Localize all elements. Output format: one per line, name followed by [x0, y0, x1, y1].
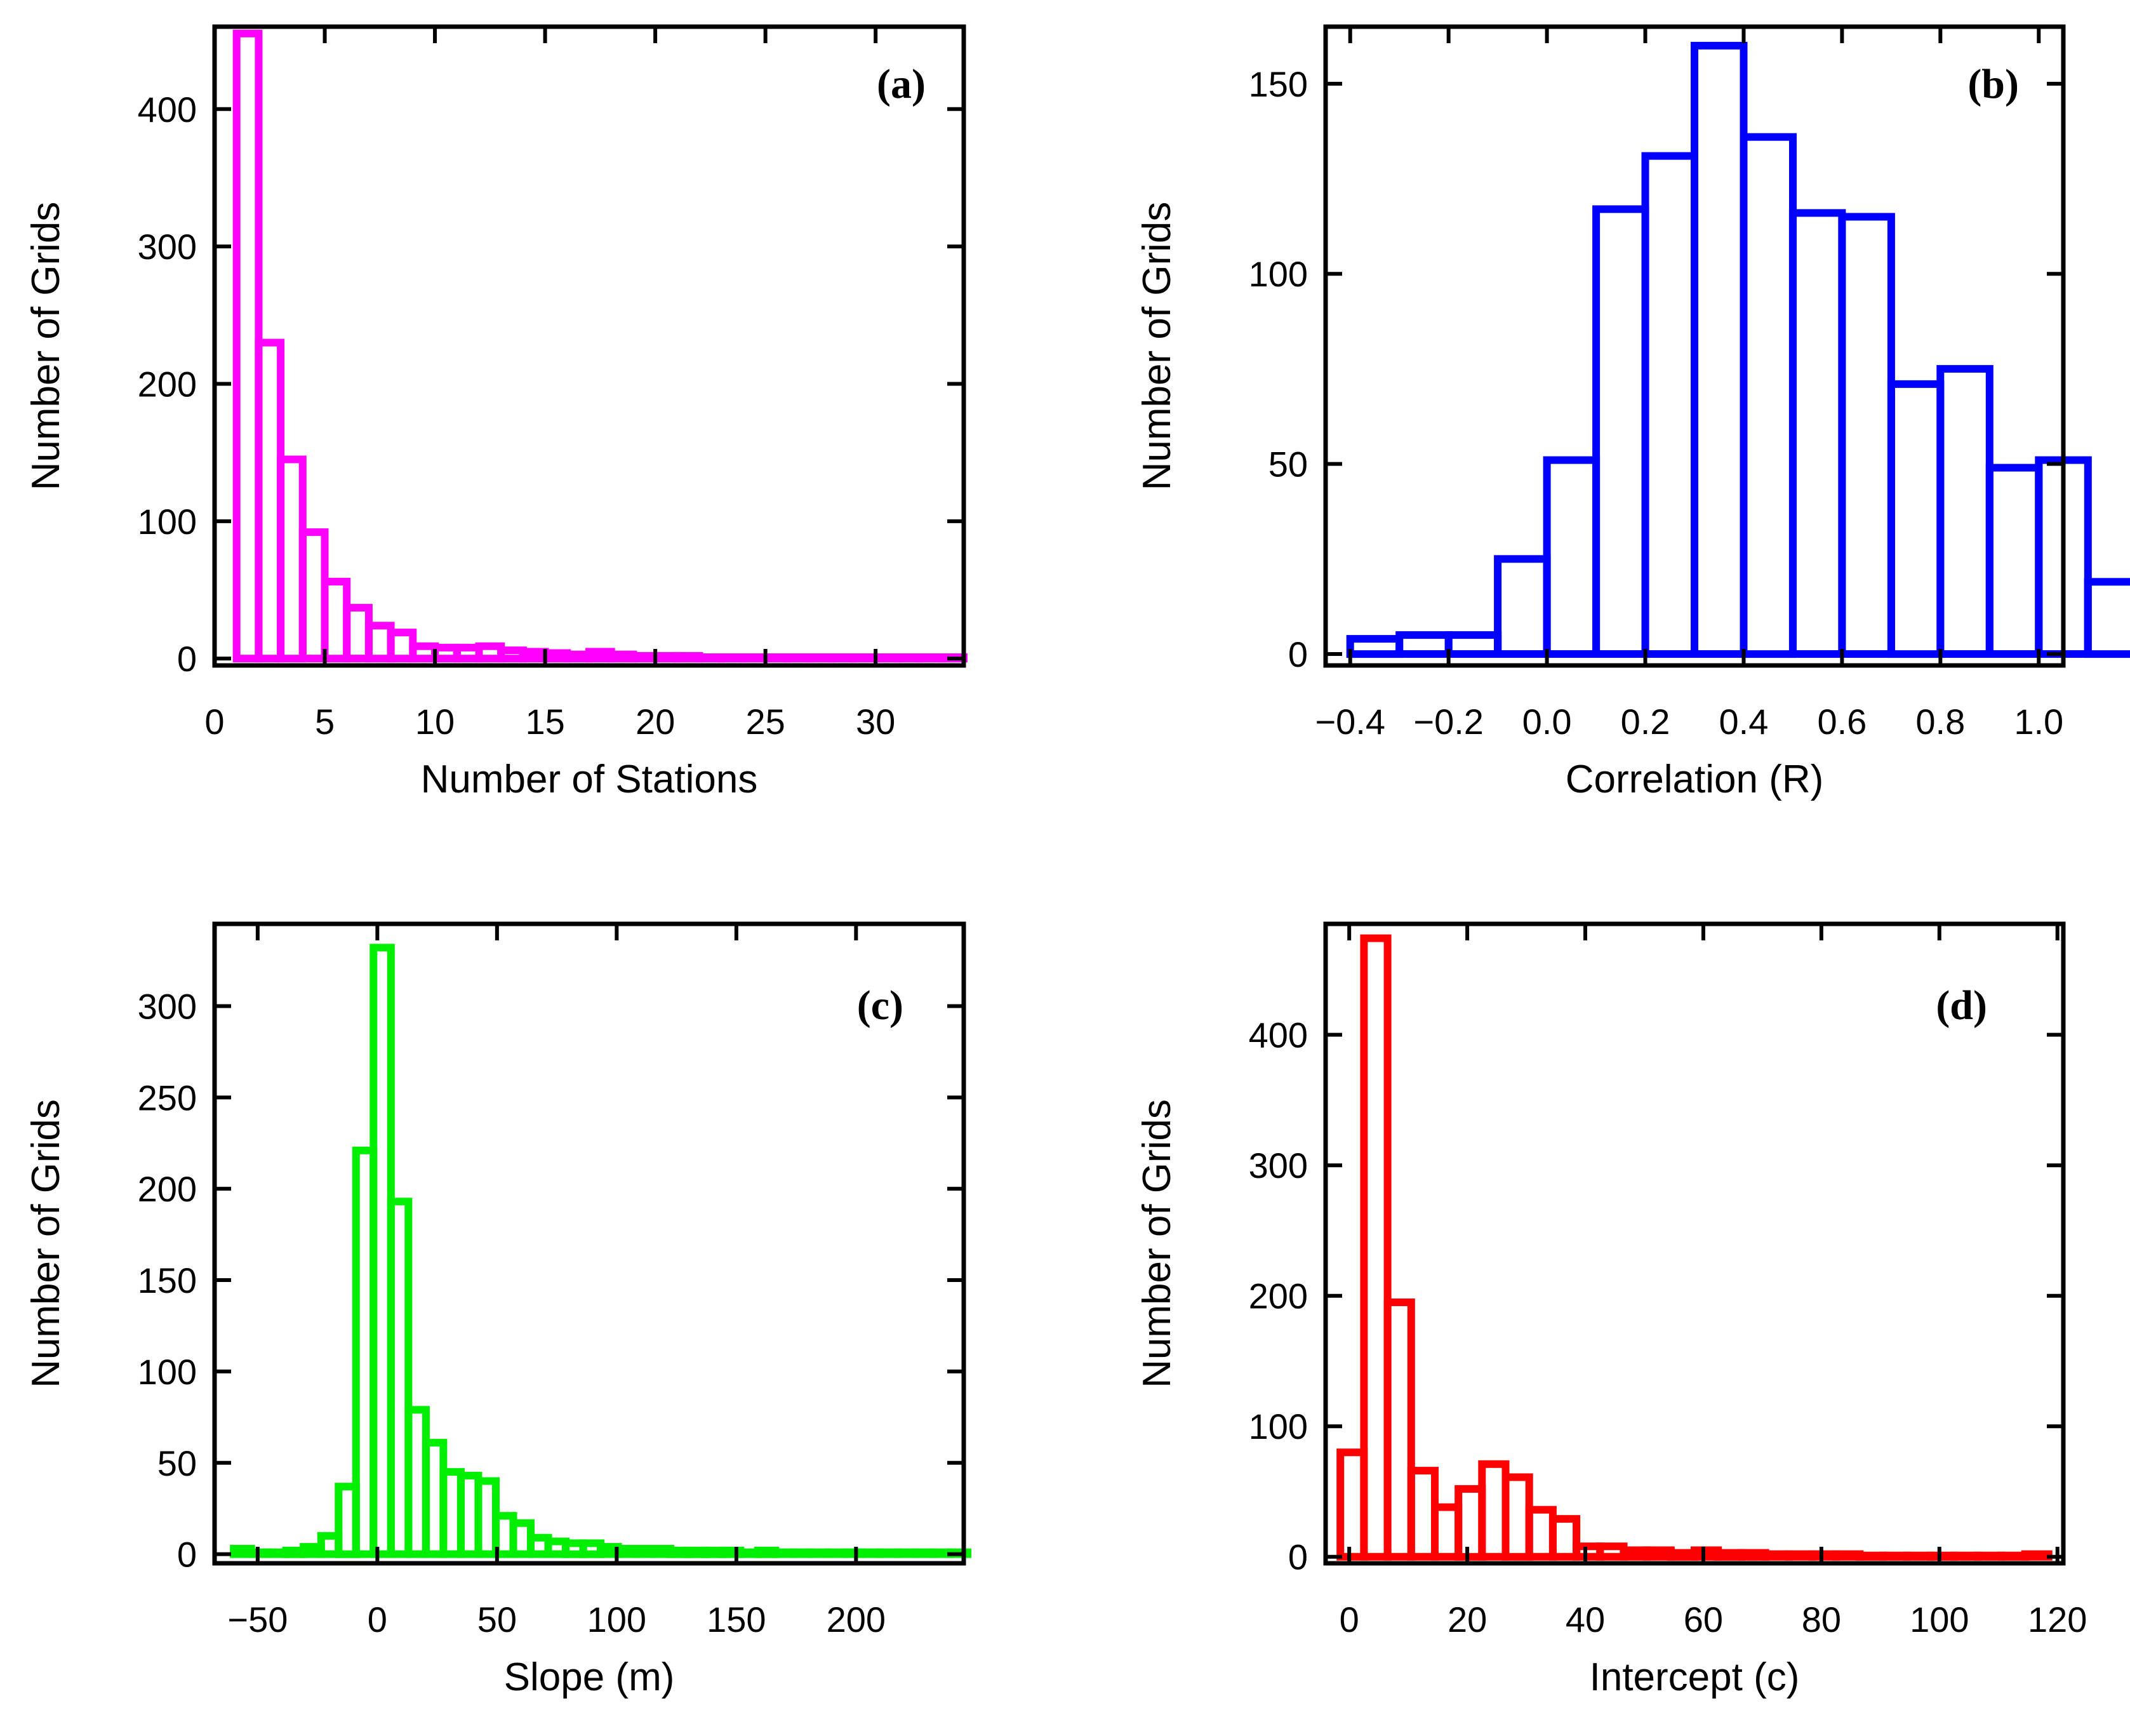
y-axis-label-c: Number of Grids — [24, 1099, 68, 1388]
y-tick-label-d-0: 0 — [1288, 1537, 1308, 1577]
x-tick-label-d-5: 100 — [1910, 1599, 1969, 1639]
x-tick-label-d-6: 120 — [2028, 1599, 2087, 1639]
y-tick-label-a-0: 0 — [177, 639, 197, 679]
y-tick-label-d-1: 100 — [1249, 1406, 1308, 1446]
x-axis-label-d: Intercept (c) — [1590, 1655, 1800, 1699]
chart-panel-d: 0 20 40 60 80 100 120 0 100 200 300 400 Intercept (c… — [1135, 921, 2087, 1699]
plot-frame-d — [1323, 921, 2066, 1566]
histogram-bar-d-29 — [2021, 1550, 2053, 1561]
plot-frame-a — [212, 24, 966, 668]
x-tick-label-b-4: 0.4 — [1719, 702, 1769, 742]
y-tick-label-a-4: 400 — [138, 90, 197, 130]
histogram-bar-c-9 — [387, 1198, 413, 1558]
plot-frame-c — [212, 921, 966, 1566]
x-tick-label-a-2: 10 — [415, 702, 455, 742]
y-axis-label-a: Number of Grids — [24, 202, 68, 491]
y-axis-label-d: Number of Grids — [1135, 1099, 1179, 1388]
y-tick-label-d-3: 300 — [1249, 1145, 1308, 1185]
x-tick-label-a-4: 20 — [636, 702, 675, 742]
x-tick-label-b-1: −0.2 — [1413, 702, 1484, 742]
x-tick-label-b-5: 0.6 — [1817, 702, 1867, 742]
x-tick-label-a-5: 25 — [745, 702, 785, 742]
y-tick-label-c-3: 150 — [138, 1260, 197, 1300]
histogram-bar-d-9 — [1548, 1515, 1581, 1561]
x-tick-label-c-4: 150 — [707, 1599, 766, 1639]
y-tick-label-b-0: 0 — [1288, 634, 1308, 674]
y-tick-label-d-4: 400 — [1249, 1015, 1308, 1055]
x-tick-label-d-3: 60 — [1684, 1599, 1723, 1639]
y-tick-label-d-2: 200 — [1249, 1276, 1308, 1316]
x-axis-label-c: Slope (m) — [504, 1655, 675, 1699]
y-tick-label-b-3: 150 — [1249, 64, 1308, 104]
y-tick-label-a-1: 100 — [138, 502, 197, 542]
y-tick-label-c-6: 300 — [138, 986, 197, 1026]
x-tick-label-b-0: −0.4 — [1315, 702, 1385, 742]
histogram-bar-b-15 — [2084, 578, 2130, 658]
x-tick-label-d-4: 80 — [1802, 1599, 1841, 1639]
x-tick-label-c-5: 200 — [827, 1599, 886, 1639]
x-tick-label-b-7: 1.0 — [2014, 702, 2063, 742]
x-tick-label-c-2: 50 — [477, 1599, 517, 1639]
y-tick-label-c-1: 50 — [157, 1443, 197, 1483]
x-tick-label-a-1: 5 — [315, 702, 335, 742]
plot-frame-b — [1323, 24, 2066, 668]
panel-label-c: (c) — [857, 982, 903, 1029]
panel-label-a: (a) — [877, 61, 926, 107]
x-tick-label-d-0: 0 — [1340, 1599, 1359, 1639]
y-axis-label-b: Number of Grids — [1135, 202, 1179, 491]
x-tick-label-b-3: 0.2 — [1621, 702, 1670, 742]
x-tick-label-a-0: 0 — [204, 702, 224, 742]
x-tick-label-b-2: 0.0 — [1522, 702, 1572, 742]
y-tick-label-a-3: 300 — [138, 227, 197, 267]
y-tick-label-b-2: 100 — [1249, 254, 1308, 294]
histogram-bar-d-2 — [1383, 1299, 1415, 1561]
panel-label-b: (b) — [1967, 61, 2019, 107]
y-tick-label-a-2: 200 — [138, 364, 197, 404]
y-tick-label-c-4: 200 — [138, 1169, 197, 1209]
x-tick-label-b-6: 0.8 — [1915, 702, 1965, 742]
chart-panel-b: −0.4 −0.2 0.0 0.2 0.4 0.6 0.8 1.0 0 50 100 150 Corre… — [1135, 24, 2130, 801]
x-axis-label-a: Number of Stations — [421, 758, 758, 801]
y-tick-label-c-5: 250 — [138, 1078, 197, 1118]
y-tick-label-c-0: 0 — [177, 1535, 197, 1575]
x-tick-label-d-1: 20 — [1448, 1599, 1487, 1639]
x-tick-label-d-2: 40 — [1566, 1599, 1605, 1639]
x-tick-label-a-3: 15 — [525, 702, 564, 742]
x-tick-label-a-6: 30 — [856, 702, 895, 742]
y-tick-label-c-2: 100 — [138, 1352, 197, 1392]
x-tick-label-c-3: 100 — [587, 1599, 646, 1639]
x-tick-label-c-0: −50 — [227, 1599, 288, 1639]
histogram-bar-d-1 — [1360, 934, 1392, 1561]
x-tick-label-c-1: 0 — [368, 1599, 387, 1639]
chart-panel-c: −50 0 50 100 150 200 0 50 100 150 200 250 300 Slope (… — [24, 921, 971, 1699]
x-axis-label-b: Correlation (R) — [1566, 758, 1824, 801]
panel-label-d: (d) — [1936, 982, 1987, 1029]
y-tick-label-b-1: 50 — [1268, 444, 1308, 484]
